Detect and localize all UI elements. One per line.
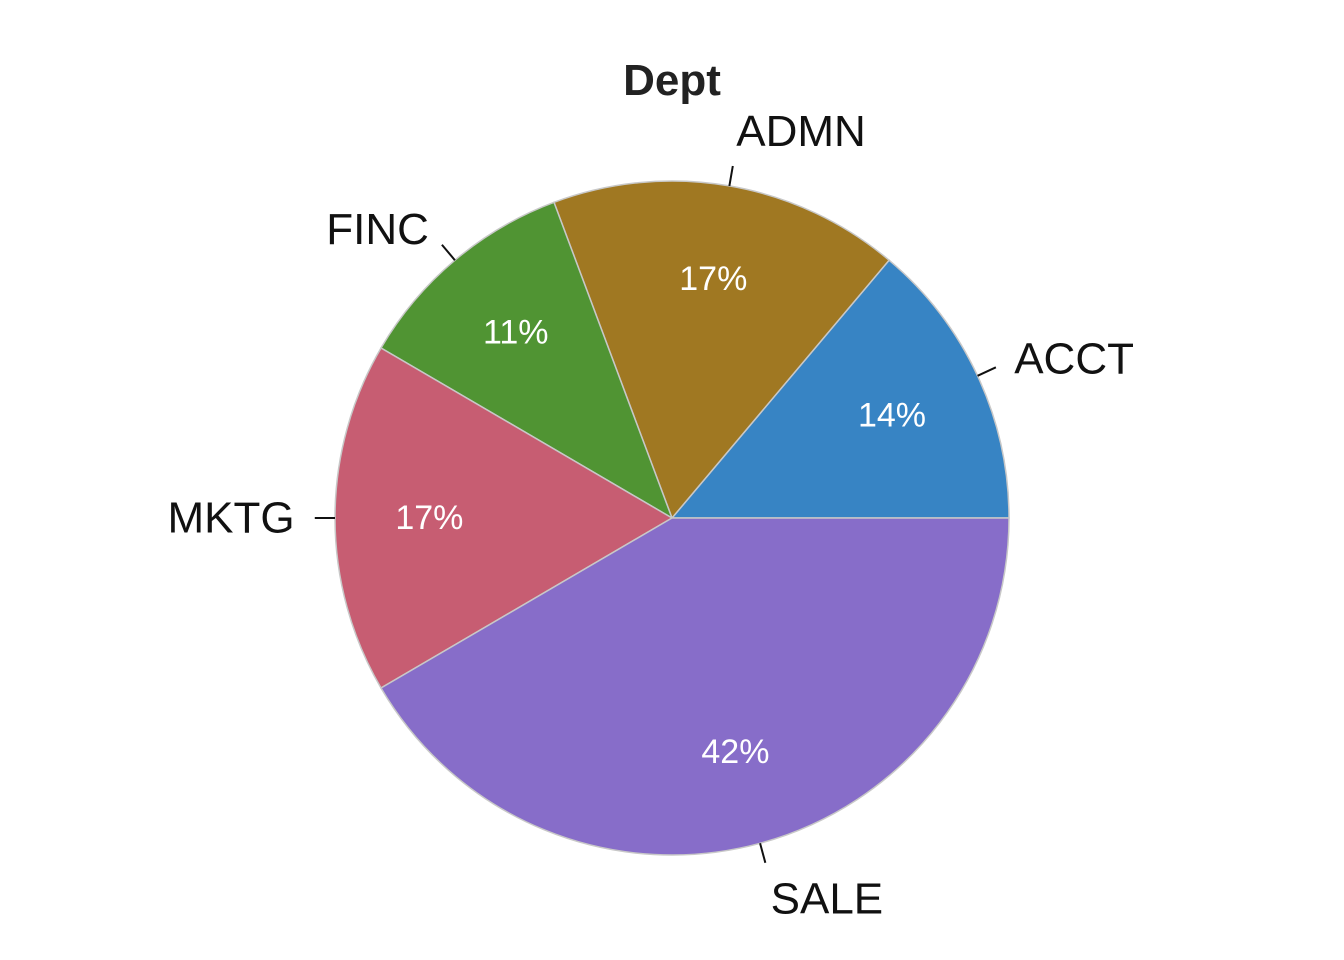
category-label-mktg: MKTG	[167, 494, 294, 543]
slice-acct	[670, 259, 1010, 519]
percent-label-mktg: 17%	[395, 499, 463, 537]
percent-label-admn: 17%	[679, 260, 747, 298]
category-label-admn: ADMN	[736, 107, 866, 156]
chart-title: Dept	[623, 56, 721, 105]
leader-lines	[314, 165, 997, 864]
category-label-finc: FINC	[326, 205, 429, 254]
percent-label-sale: 42%	[701, 733, 769, 771]
leader-line-sale	[759, 843, 767, 864]
category-label-acct: ACCT	[1014, 334, 1134, 383]
leader-line-acct	[977, 366, 997, 377]
leader-line-admn	[728, 165, 734, 187]
pie-slices	[334, 180, 1010, 856]
percent-label-acct: 14%	[858, 397, 926, 435]
percent-label-finc: 11%	[483, 313, 549, 351]
category-labels: ACCT ADMN FINC MKTG SALE	[167, 107, 1134, 923]
leader-line-finc	[441, 244, 456, 261]
category-label-sale: SALE	[771, 875, 884, 924]
percent-labels: 14% 17% 11% 17% 42%	[395, 260, 926, 771]
